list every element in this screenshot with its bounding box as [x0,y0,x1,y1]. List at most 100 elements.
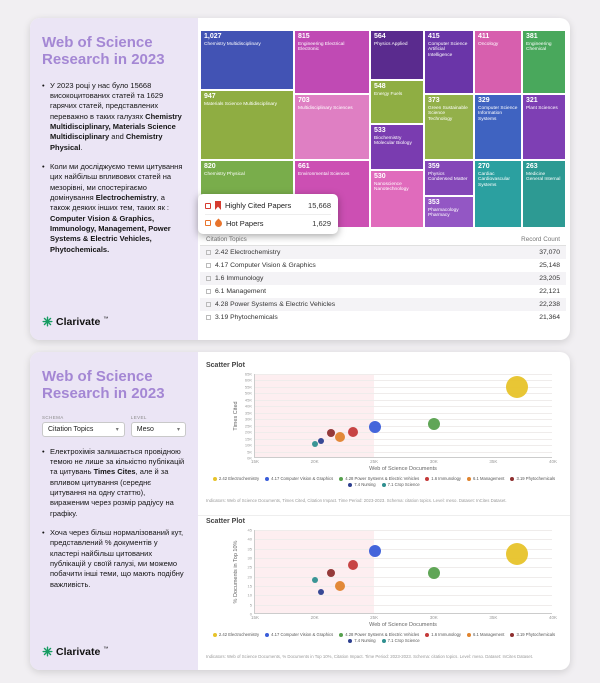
y-tick-label: 30 [247,555,252,561]
treemap-block[interactable]: 564 Physics Applied [370,30,424,80]
data-point[interactable] [347,426,358,437]
legend-item[interactable]: 2.42 Electrochemistry [212,476,259,481]
papers-tooltip: Highly Cited Papers 15,668 Hot Papers 1,… [198,194,338,234]
legend-item[interactable]: 7.1 Crop Science [381,638,420,643]
y-axis-label: Times Cited [233,401,239,431]
gridline [255,412,552,414]
record-count-cell: 22,238 [539,301,560,308]
bullet-segment: Computer Vision & Graphics, Immunology, … [50,213,171,254]
legend-item[interactable]: 7.1 Crop Science [381,482,420,487]
row-checkbox[interactable] [206,315,211,320]
treemap-block[interactable]: 329 Computer Science Information Systems [474,94,522,160]
treemap-block[interactable]: 703 Multidisciplinary Sciences [294,94,370,160]
column-header-record-count[interactable]: Record Count [521,236,560,243]
treemap-block[interactable]: 381 Engineering Chemical [522,30,566,94]
title-line-2: Research in 2023 [42,385,165,403]
table-row[interactable]: 3.19 Phytochemicals 21,364 [200,311,566,324]
treemap-block-label: Cardiac Cardiovascular Systems [478,171,510,188]
treemap-block[interactable]: 530 Nanoscience Nanotechnology [370,170,424,228]
treemap-block[interactable]: 815 Engineering Electrical Electronic [294,30,370,94]
hot-papers-row[interactable]: Hot Papers 1,629 [205,214,331,231]
treemap-block[interactable]: 947 Materials Science Multidisciplinary [200,90,294,160]
data-point[interactable] [334,432,345,443]
treemap-block[interactable]: 321 Plant Sciences [522,94,566,160]
data-point[interactable] [334,581,345,591]
treemap-block[interactable]: 411 Oncology [474,30,522,94]
row-checkbox[interactable] [206,276,211,281]
row-checkbox[interactable] [206,263,211,268]
table-row[interactable]: 4.28 Power Systems & Electric Vehicles 22… [200,298,566,311]
treemap-block-label: Nanoscience Nanotechnology [374,181,409,193]
checkbox[interactable] [205,220,211,226]
treemap-block[interactable]: 1,027 Chemistry Multidisciplinary [200,30,294,90]
bullet-segment: Chemistry Multidisciplinary, Materials S… [50,111,182,142]
legend-item[interactable]: 4.17 Computer Vision & Graphics [265,632,333,637]
legend-item[interactable]: 4.28 Power Systems & Electric Vehicles [339,632,419,637]
treemap-block[interactable]: 415 Computer Science Artificial Intellige… [424,30,474,94]
title-line-2: Research in 2023 [42,51,165,69]
legend-item[interactable]: 2.42 Electrochemistry [212,632,259,637]
slide-1: Web of Science Research in 2023 У 2023 р… [30,18,570,340]
treemap-block[interactable]: 359 Physics Condensed Matter [424,160,474,196]
data-point[interactable] [506,375,529,398]
topic-cell: 4.28 Power Systems & Electric Vehicles [215,301,336,308]
legend-item[interactable]: 3.19 Phytochemicals [510,632,555,637]
treemap-block[interactable]: 263 Medicine General Internal [522,160,566,228]
legend-item[interactable]: 7.4 Nursing [348,638,376,643]
legend-item[interactable]: 6.1 Management [467,476,504,481]
treemap-block-value: 359 [428,163,440,170]
record-count-cell: 23,205 [539,275,560,282]
y-tick-label: 40K [244,403,252,409]
gridline [255,604,552,606]
data-point[interactable] [317,437,324,444]
treemap-block[interactable]: 270 Cardiac Cardiovascular Systems [474,160,522,228]
legend-item[interactable]: 4.28 Power Systems & Electric Vehicles [339,476,419,481]
row-checkbox[interactable] [206,250,211,255]
legend-item[interactable]: 4.17 Computer Vision & Graphics [265,476,333,481]
data-point[interactable] [311,577,318,584]
table-row[interactable]: 4.17 Computer Vision & Graphics 25,148 [200,259,566,272]
treemap-block[interactable]: 373 Green Sustainable Science Technology [424,94,474,160]
highly-cited-papers-row[interactable]: Highly Cited Papers 15,668 [205,197,331,214]
title-line-1: Web of Science [42,368,153,385]
data-point[interactable] [317,588,324,595]
legend-item[interactable]: 1.6 Immunology [425,476,461,481]
data-point[interactable] [327,429,336,438]
data-point[interactable] [369,420,382,433]
data-point[interactable] [347,560,358,571]
tooltip-count: 1,629 [312,218,331,228]
column-header-citation-topics[interactable]: Citation Topics [206,236,247,243]
legend-item[interactable]: 1.6 Immunology [425,632,461,637]
treemap-block[interactable]: 533 Biochemistry Molecular Biology [370,124,424,170]
legend-label: 7.1 Crop Science [387,638,420,643]
table-row[interactable]: 6.1 Management 22,121 [200,285,566,298]
data-point[interactable] [369,544,382,557]
legend-item[interactable]: 7.4 Nursing [348,482,376,487]
bullet-segment: . [80,142,83,152]
schema-dropdown[interactable]: Citation Topics [42,421,125,437]
treemap-block-label: Engineering Chemical [526,41,552,53]
checkbox[interactable] [205,202,211,209]
row-checkbox[interactable] [206,289,211,294]
data-point[interactable] [427,566,440,579]
data-point[interactable] [327,568,336,577]
treemap-block[interactable]: 353 Pharmacology Pharmacy [424,196,474,228]
row-checkbox[interactable] [206,302,211,307]
clarivate-wordmark: Clarivate [56,646,101,658]
table-row[interactable]: 2.42 Electrochemistry 37,070 [200,246,566,259]
bullet-segment: У 2023 році у нас було 15668 високоцитов… [50,80,164,121]
treemap-block[interactable]: 548 Energy Fuels [370,80,424,124]
slide-2: Web of Science Research in 2023 SCHEMA C… [30,352,570,670]
data-point[interactable] [506,543,529,566]
legend-item[interactable]: 3.19 Phytochemicals [510,476,555,481]
level-dropdown[interactable]: Meso [130,421,186,437]
gridline [255,576,552,578]
x-tick-label: 20K [310,615,319,620]
legend-item[interactable]: 6.1 Management [467,632,504,637]
bullet-item: Хоча через більш нормалізований кут, пре… [42,528,186,590]
data-point[interactable] [427,417,440,430]
y-tick-label: 5K [247,449,252,455]
data-point[interactable] [311,440,318,447]
gridline [255,539,552,541]
table-row[interactable]: 1.6 Immunology 23,205 [200,272,566,285]
